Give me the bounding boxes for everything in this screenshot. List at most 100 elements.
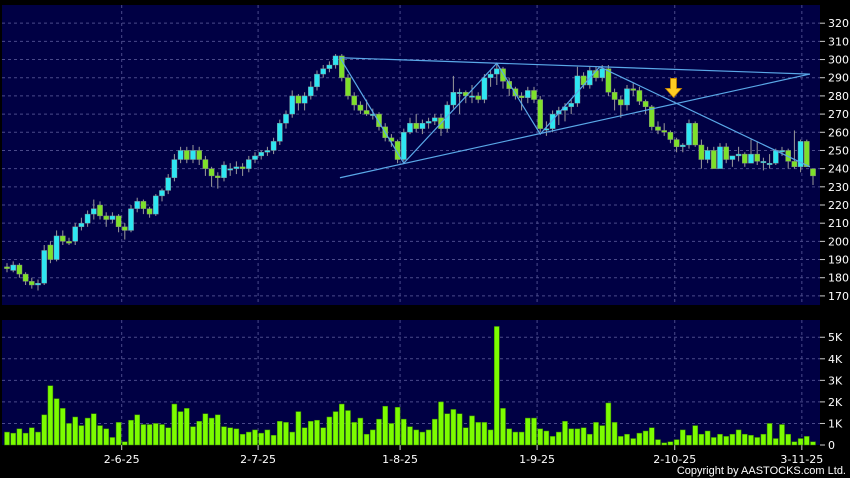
price-tick-label: 190 [828,254,849,267]
volume-bar [791,441,798,446]
date-tick-label: 1-8-25 [382,453,418,466]
volume-bar [115,422,122,446]
candle-body [60,235,66,242]
candle-body [90,208,97,215]
volume-bar [425,429,432,446]
volume-bar [506,428,512,446]
volume-bar [128,419,134,446]
volume-bar [686,435,692,446]
candle-body [797,141,804,168]
candle-body [357,104,364,111]
volume-bar [785,433,791,446]
candle-body [636,90,643,102]
candle-body [10,264,17,271]
volume-bar [227,427,233,446]
volume-bar [289,431,295,446]
candle-body [177,150,184,160]
volume-bar [339,403,345,446]
volume-bar [382,405,388,446]
candle-body [190,150,196,160]
candle-body [239,166,246,169]
volume-bar [190,426,196,446]
volume-bar [543,430,550,446]
volume-bar [413,429,419,446]
candle-body [320,68,327,75]
volume-bar [419,431,426,446]
candle-body [258,152,265,157]
candle-body [221,164,227,178]
price-tick-label: 220 [828,199,849,212]
candle-body [363,110,370,115]
candle-body [766,162,773,165]
volume-bar [314,419,320,446]
candle-body [134,201,141,209]
volume-tick-label: 4K [828,353,843,366]
volume-bar [35,431,41,446]
candle-body [165,177,172,191]
date-tick-label: 2-10-25 [653,453,696,466]
price-tick-label: 280 [828,90,849,103]
volume-bar [177,411,184,446]
candle-body [735,153,742,157]
volume-bar [91,413,97,446]
volume-bar [295,411,302,446]
volume-bar [599,425,605,446]
volume-bar [717,433,723,446]
volume-bar [537,428,543,446]
volume-bar [655,439,661,446]
price-tick-label: 240 [828,163,849,176]
candle-body [140,201,147,209]
volume-bar [10,432,16,446]
candle-body [512,88,519,97]
candle-body [233,166,240,169]
trendline [339,73,811,179]
volume-bar [754,437,760,446]
candle-body [115,215,122,228]
candle-body [698,144,705,160]
volume-bar [215,414,221,446]
volume-bar [779,424,785,446]
volume-bar [140,424,147,446]
candle-body [376,113,382,128]
volume-bar [481,422,488,446]
volume-bar [66,423,72,446]
volume-bar [475,422,481,446]
candle-body [537,99,543,129]
candle-body [704,150,711,160]
candle-body [624,88,630,106]
volume-bar [593,422,599,446]
volume-tick-label: 0 [828,439,835,452]
candle-body [630,88,636,91]
volume-tick-label: 2K [828,396,843,409]
date-tick-label: 3-11-25 [780,453,823,466]
candle-body [525,90,531,98]
down-arrow-icon [664,78,683,99]
volume-bar [22,432,29,446]
volume-bar [103,428,109,446]
volume-bar [258,432,264,446]
trendline [339,57,810,75]
candle-body [686,122,692,146]
candle-body [760,161,767,164]
volume-bar [47,385,54,446]
candle-body [407,122,413,133]
price-tick-label: 260 [828,126,849,139]
candle-body [109,215,116,220]
candle-body [456,92,463,94]
volume-bar [134,414,140,446]
volume-bar [518,431,525,446]
volume-bar [233,428,240,446]
candle-body [432,117,438,122]
volume-tick-label: 5K [828,331,843,344]
candle-body [245,159,252,169]
volume-bar [456,413,463,446]
trendline [339,57,811,168]
volume-bar [109,437,116,446]
volume-bar [580,427,587,446]
volume-bar [78,425,85,446]
price-tick-label: 210 [828,217,849,230]
volume-bar [301,427,308,446]
candle-body [301,95,308,104]
volume-bar [252,429,258,446]
